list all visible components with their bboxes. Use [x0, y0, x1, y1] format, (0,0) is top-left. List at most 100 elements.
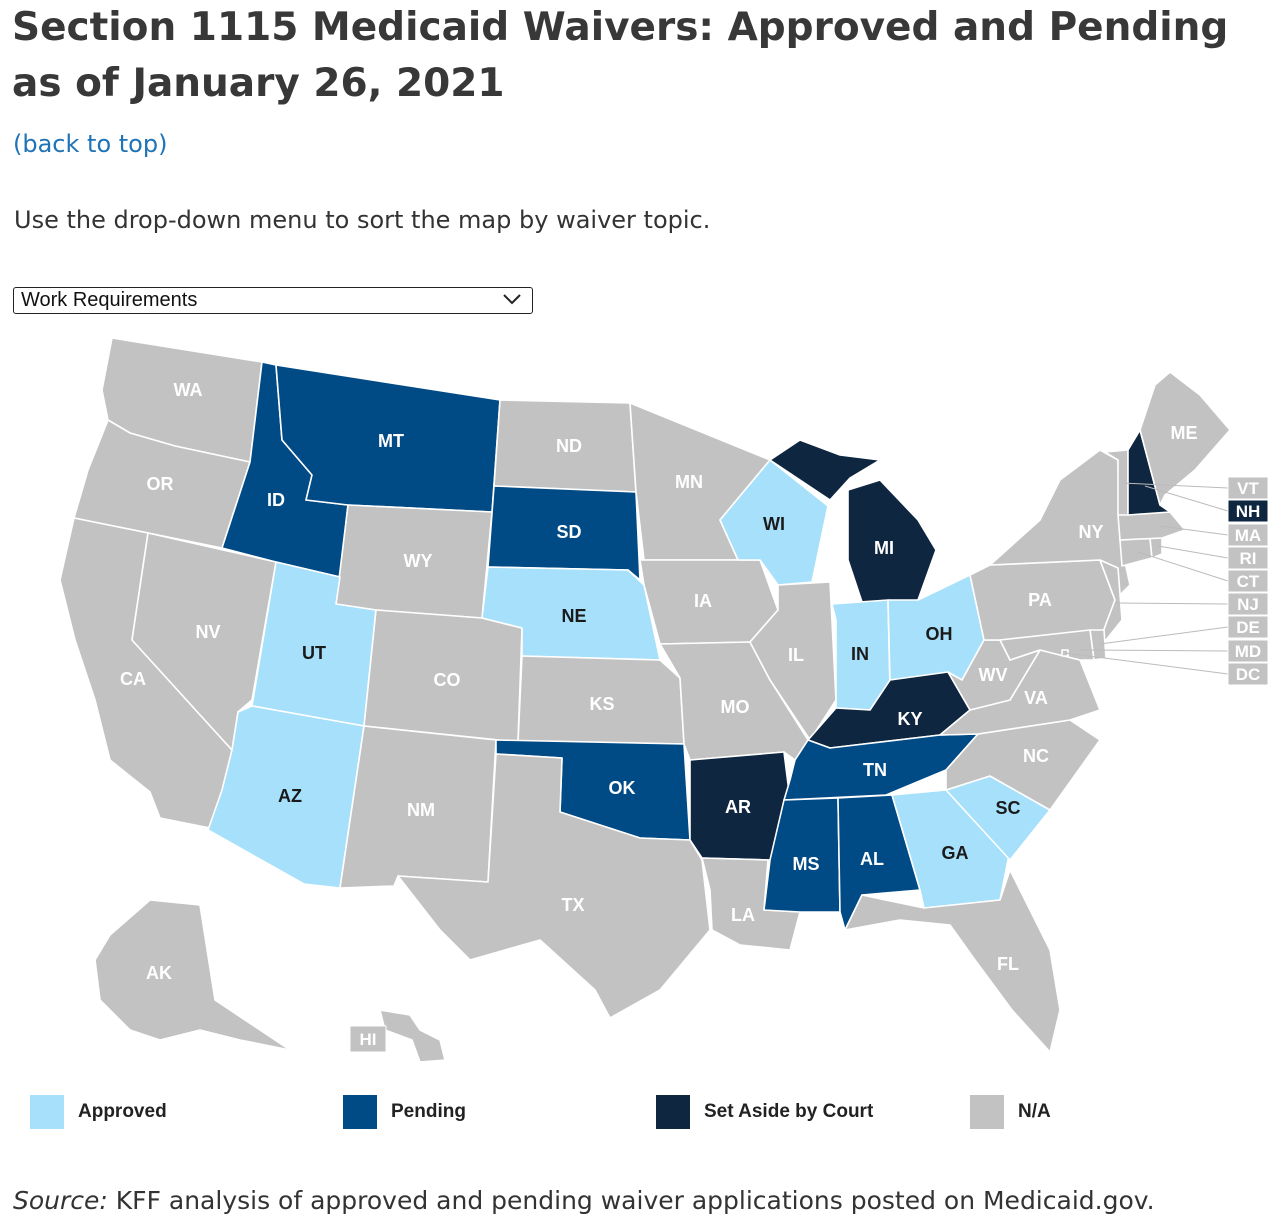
- label-al: AL: [860, 849, 884, 869]
- label-ct: CT: [1237, 572, 1260, 591]
- label-hi: HI: [360, 1030, 377, 1049]
- legend-swatch-approved: [30, 1095, 64, 1129]
- state-mi[interactable]: [769, 439, 937, 609]
- legend-item-pending: Pending: [343, 1095, 466, 1129]
- legend-swatch-na: [970, 1095, 1004, 1129]
- state-ct[interactable]: [1119, 537, 1153, 567]
- legend-swatch-pending: [343, 1095, 377, 1129]
- label-ar: AR: [725, 797, 751, 817]
- state-az[interactable]: [207, 705, 365, 889]
- source-prefix: Source:: [13, 1186, 108, 1215]
- label-oh: OH: [926, 624, 953, 644]
- source-text: KFF analysis of approved and pending wai…: [107, 1186, 1155, 1215]
- legend-item-na: N/A: [970, 1095, 1051, 1129]
- label-nh: NH: [1236, 502, 1261, 521]
- label-ri: RI: [1240, 549, 1257, 568]
- label-de: DE: [1236, 618, 1260, 637]
- dropdown-selected-value: Work Requirements: [21, 289, 198, 311]
- label-ne: NE: [561, 606, 586, 626]
- label-or: OR: [147, 474, 174, 494]
- legend-item-approved: Approved: [30, 1095, 167, 1129]
- label-pa: PA: [1028, 590, 1052, 610]
- label-mn: MN: [675, 472, 703, 492]
- map-legend: Approved Pending Set Aside by Court N/A: [30, 1095, 1130, 1131]
- state-nh[interactable]: [1127, 429, 1171, 516]
- label-il: IL: [788, 645, 804, 665]
- legend-swatch-set-aside: [656, 1095, 690, 1129]
- instructions-text: Use the drop-down menu to sort the map b…: [14, 206, 711, 234]
- label-ky: KY: [897, 709, 922, 729]
- label-fl: FL: [997, 954, 1019, 974]
- label-box-md: [1227, 639, 1269, 663]
- state-ak[interactable]: [94, 899, 291, 1051]
- label-box-dc: [1227, 662, 1269, 686]
- legend-item-set-aside: Set Aside by Court: [656, 1095, 873, 1129]
- label-mt: MT: [378, 431, 404, 451]
- label-co: CO: [434, 670, 461, 690]
- label-box-de: [1227, 615, 1269, 639]
- legend-label-na: N/A: [1018, 1101, 1051, 1122]
- label-nc: NC: [1023, 746, 1049, 766]
- label-me: ME: [1171, 423, 1198, 443]
- chevron-down-icon: [503, 294, 521, 305]
- label-mi: MI: [874, 538, 894, 558]
- state-il[interactable]: [749, 581, 837, 741]
- label-az: AZ: [278, 786, 302, 806]
- state-hi[interactable]: [379, 1009, 446, 1063]
- label-ny: NY: [1078, 522, 1103, 542]
- label-in: IN: [851, 644, 869, 664]
- label-ca: CA: [120, 669, 146, 689]
- label-box-nh: [1227, 499, 1269, 523]
- label-box-ri: [1227, 546, 1269, 570]
- legend-label-set-aside: Set Aside by Court: [704, 1101, 874, 1122]
- state-md[interactable]: [999, 629, 1095, 661]
- label-nd: ND: [556, 436, 582, 456]
- label-box-nj: [1227, 592, 1269, 616]
- state-ma[interactable]: [1117, 511, 1186, 541]
- legend-label-pending: Pending: [391, 1101, 466, 1122]
- label-wv: WV: [979, 665, 1008, 685]
- label-md: MD: [1235, 642, 1261, 661]
- label-nm: NM: [407, 800, 435, 820]
- label-sc: SC: [995, 798, 1020, 818]
- state-me[interactable]: [1139, 371, 1231, 506]
- label-tn: TN: [863, 760, 887, 780]
- label-nj: NJ: [1237, 595, 1259, 614]
- state-vt[interactable]: [1104, 449, 1129, 516]
- label-box-hi: [349, 1025, 387, 1053]
- source-note: Source: KFF analysis of approved and pen…: [13, 1186, 1155, 1215]
- label-box-ma: [1227, 523, 1269, 547]
- back-to-top-link[interactable]: (back to top): [13, 130, 168, 158]
- label-ms: MS: [793, 854, 820, 874]
- label-wa: WA: [174, 380, 203, 400]
- northeast-leaders: [1064, 482, 1229, 675]
- label-tx: TX: [561, 895, 584, 915]
- label-sd: SD: [556, 522, 581, 542]
- label-id: ID: [267, 490, 285, 510]
- label-dc: DC: [1236, 665, 1261, 684]
- label-ut: UT: [302, 643, 326, 663]
- page-title: Section 1115 Medicaid Waivers: Approved …: [12, 5, 1229, 106]
- waiver-topic-dropdown[interactable]: Work Requirements: [13, 287, 533, 314]
- legend-label-approved: Approved: [78, 1101, 167, 1122]
- state-la[interactable]: [701, 857, 801, 951]
- label-ma: MA: [1235, 526, 1261, 545]
- us-map: WA OR CA NV ID MT WY UT AZ CO NM ND SD N…: [59, 337, 1269, 1063]
- state-nj[interactable]: [1099, 559, 1123, 641]
- state-tx[interactable]: [397, 753, 711, 1019]
- label-box-vt: [1227, 476, 1269, 500]
- state-fl[interactable]: [844, 869, 1061, 1053]
- label-va: VA: [1024, 688, 1048, 708]
- label-ia: IA: [694, 591, 712, 611]
- label-mo: MO: [721, 697, 750, 717]
- label-wy: WY: [404, 551, 433, 571]
- label-ok: OK: [609, 778, 636, 798]
- label-ks: KS: [589, 694, 614, 714]
- label-nv: NV: [195, 622, 220, 642]
- label-wi: WI: [763, 514, 785, 534]
- label-box-ct: [1227, 569, 1269, 593]
- label-vt: VT: [1237, 479, 1259, 498]
- state-ri[interactable]: [1149, 537, 1163, 559]
- label-ga: GA: [942, 843, 969, 863]
- label-la: LA: [731, 905, 755, 925]
